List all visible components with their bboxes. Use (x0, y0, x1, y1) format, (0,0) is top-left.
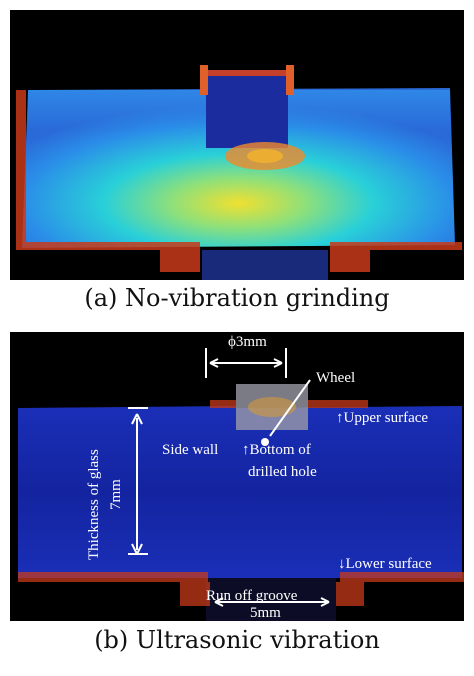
bottom-label-2: drilled hole (248, 464, 317, 480)
diameter-label: ϕ3mm (228, 334, 267, 350)
caption-a: (a) No-vibration grinding (84, 284, 390, 312)
caption-b: (b) Ultrasonic vibration (94, 626, 380, 654)
no-vibration-stress-image (10, 10, 464, 280)
run-off-groove (206, 578, 336, 621)
thickness-label-2: 7mm (108, 479, 124, 510)
edge-noise (18, 400, 464, 606)
thickness-label-1: Thickness of glass (86, 449, 102, 560)
annotation-lines (128, 348, 330, 607)
upper-surface-label: ↑Upper surface (336, 410, 428, 426)
side-wall-label: Side wall (162, 442, 218, 458)
wheel-label: Wheel (316, 370, 355, 386)
lower-surface-label: ↓Lower surface (338, 556, 432, 572)
run-off-groove-label: Run off groove (206, 588, 298, 604)
edge-noise (16, 90, 462, 272)
no-vibration-photo (10, 10, 464, 280)
glass-body (18, 406, 462, 578)
drilled-hole (206, 70, 288, 148)
run-off-groove (202, 250, 328, 280)
ultrasonic-vibration-stress-image: ϕ3mm Wheel ↑Upper surface Side wall ↑Bot… (10, 332, 464, 621)
annotation-text: ϕ3mm Wheel ↑Upper surface Side wall ↑Bot… (86, 334, 432, 621)
bottom-label-1: ↑Bottom of (242, 442, 311, 458)
groove-width-label: 5mm (250, 605, 281, 621)
ultrasonic-photo: ϕ3mm Wheel ↑Upper surface Side wall ↑Bot… (10, 332, 464, 621)
